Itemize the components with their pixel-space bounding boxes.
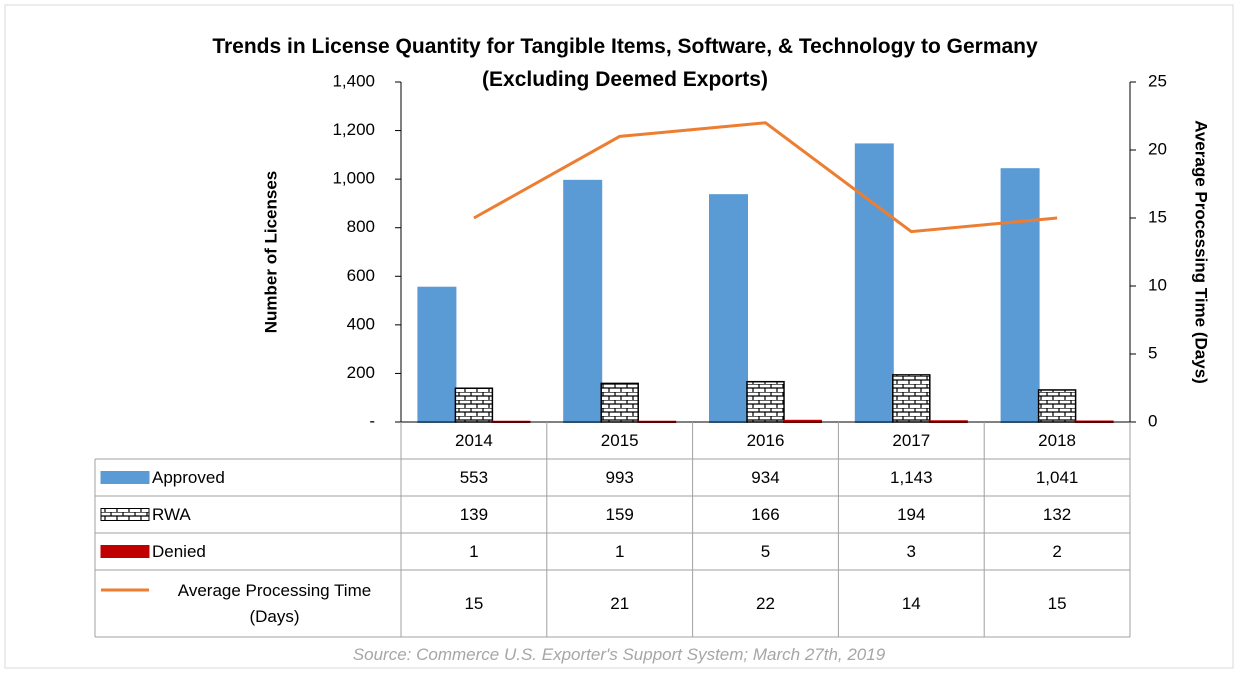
table-value: 1,041 xyxy=(1035,467,1079,487)
legend-key xyxy=(100,471,150,484)
table-value: 21 xyxy=(610,593,630,613)
legend-label: Average Processing Time (Days) xyxy=(177,580,372,626)
table-value: 1 xyxy=(469,541,479,561)
table-value: 15 xyxy=(464,593,484,613)
table-value: 159 xyxy=(605,504,634,524)
table-value: 2 xyxy=(1052,541,1062,561)
bar xyxy=(746,380,785,423)
y-tick-label: 600 xyxy=(347,266,375,285)
y2-tick-label: 5 xyxy=(1148,343,1157,362)
bar xyxy=(854,143,894,424)
x-tick-label: 2014 xyxy=(454,430,493,450)
y2-tick-label: 10 xyxy=(1148,275,1167,294)
table-value: 132 xyxy=(1042,504,1072,524)
bar xyxy=(417,286,457,424)
y2-axis-title: Average Processing Time (Days) xyxy=(1192,120,1211,384)
y-tick-label: 400 xyxy=(347,314,375,333)
table-value: 934 xyxy=(751,467,780,487)
table-value: 139 xyxy=(459,504,489,524)
table-value: 3 xyxy=(906,541,917,561)
y-tick-label: 1,000 xyxy=(332,169,375,188)
bar xyxy=(563,179,603,423)
table-value: 15 xyxy=(1047,593,1067,613)
y2-tick-label: 25 xyxy=(1148,71,1167,90)
chart-border xyxy=(4,4,1234,669)
bar xyxy=(454,387,494,423)
y-tick-label: 1,200 xyxy=(332,120,375,139)
source-note: Source: Commerce U.S. Exporter's Support… xyxy=(352,645,886,664)
bar xyxy=(892,374,931,423)
table-value: 166 xyxy=(751,504,780,524)
line-series xyxy=(473,121,1058,234)
bar xyxy=(709,194,748,423)
table-value: 553 xyxy=(459,467,489,487)
legend-label: Approved xyxy=(152,467,225,487)
bar xyxy=(1037,389,1077,423)
y-axis-title: Number of Licenses xyxy=(261,171,280,334)
table-value: 1,143 xyxy=(890,467,933,487)
table-value: 993 xyxy=(605,467,634,487)
chart-title: Trends in License Quantity for Tangible … xyxy=(212,35,1038,91)
bar xyxy=(1000,168,1040,423)
y2-tick-label: 20 xyxy=(1148,139,1167,158)
table-value: 1 xyxy=(614,541,625,561)
y-tick-label: - xyxy=(369,411,375,430)
table-value: 14 xyxy=(901,593,921,613)
table-value: 22 xyxy=(756,593,775,613)
bar xyxy=(600,382,639,423)
legend-key xyxy=(100,545,150,558)
y2-tick-label: 15 xyxy=(1148,207,1167,226)
y-tick-label: 800 xyxy=(347,217,375,236)
y-tick-label: 200 xyxy=(347,363,375,382)
y-tick-label: 1,400 xyxy=(332,71,375,90)
legend-key xyxy=(100,508,150,521)
x-tick-label: 2017 xyxy=(892,430,931,450)
table-value: 5 xyxy=(760,541,771,561)
legend-label: Denied xyxy=(152,541,206,561)
x-tick-label: 2015 xyxy=(600,430,639,450)
x-tick-label: 2016 xyxy=(746,430,785,450)
x-tick-label: 2018 xyxy=(1038,430,1076,450)
table-value: 194 xyxy=(897,504,926,524)
legend-label: RWA xyxy=(152,504,191,524)
y2-tick-label: 0 xyxy=(1148,411,1157,430)
